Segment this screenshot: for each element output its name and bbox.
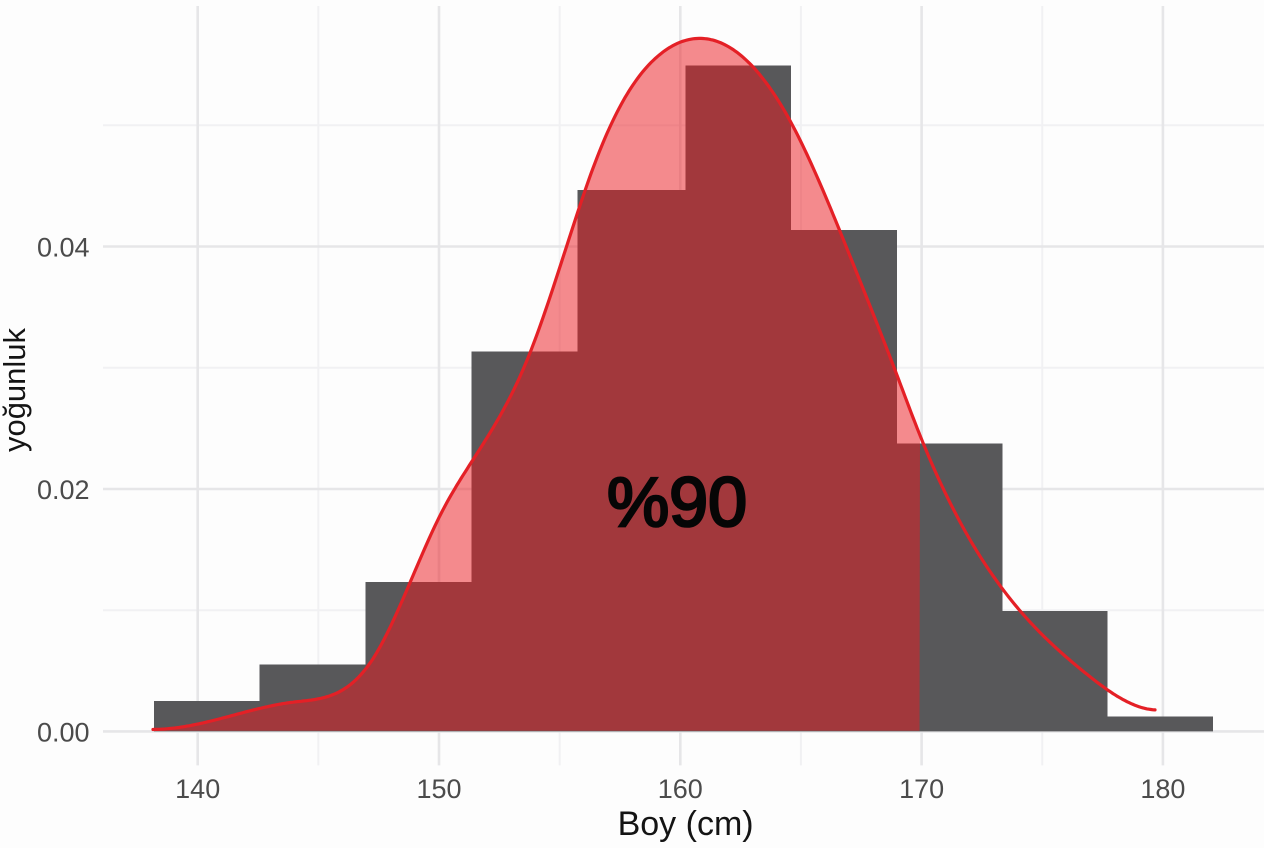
svg-text:Boy (cm): Boy (cm) [618, 805, 754, 843]
svg-text:180: 180 [1140, 774, 1185, 804]
svg-text:140: 140 [175, 774, 220, 804]
svg-text:%90: %90 [607, 463, 747, 541]
svg-text:150: 150 [416, 774, 461, 804]
svg-text:yoğunluk: yoğunluk [0, 327, 32, 452]
svg-text:0.00: 0.00 [37, 717, 90, 747]
svg-text:0.02: 0.02 [37, 475, 90, 505]
svg-text:0.04: 0.04 [37, 233, 90, 263]
svg-text:170: 170 [899, 774, 944, 804]
svg-text:160: 160 [658, 774, 703, 804]
